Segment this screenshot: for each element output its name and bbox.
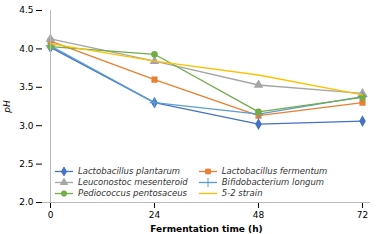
html-text:Lactobacillus fermentum: Lactobacillus fermentum [221,166,328,176]
svg-text:4.0: 4.0 [19,44,34,54]
svg-text:0: 0 [48,210,54,220]
svg-text:48: 48 [253,210,265,220]
html-text:Pediococcus pentosaceus: Pediococcus pentosaceus [78,188,187,198]
html-text:Lactobacillus plantarum: Lactobacillus plantarum [78,166,181,176]
svg-text:2.5: 2.5 [19,159,33,169]
svg-text:3.5: 3.5 [19,82,33,92]
html-text:Leuconostoc mesenteroid: Leuconostoc mesenteroid [78,177,188,187]
svg-text:3.0: 3.0 [19,121,34,131]
svg-text:Fermentation time (h): Fermentation time (h) [150,224,262,234]
svg-text:4.5: 4.5 [19,5,33,15]
svg-text:pH: pH [2,100,12,114]
svg-text:2.0: 2.0 [19,197,34,207]
svg-text:72: 72 [357,210,368,220]
html-text:5-2 strain: 5-2 strain [221,188,263,198]
html-text:Bifidobacterium longum: Bifidobacterium longum [221,177,325,187]
svg-text:24: 24 [149,210,161,220]
